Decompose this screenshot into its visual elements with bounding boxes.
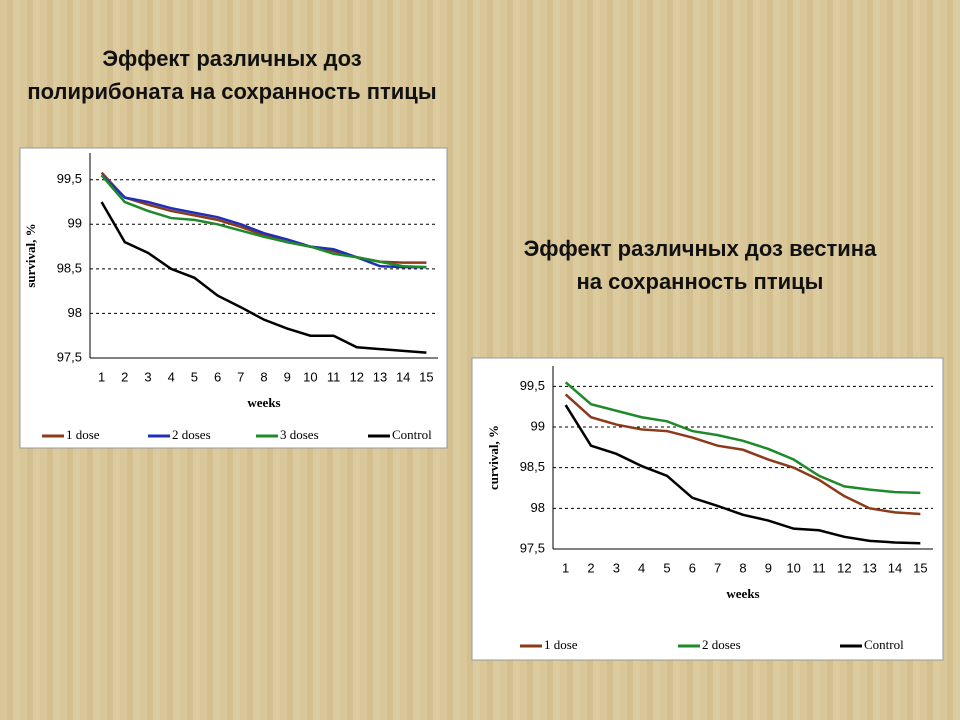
y-tick-label: 99,5 [57,171,82,186]
x-tick-label: 12 [350,369,364,384]
x-tick-label: 10 [303,369,317,384]
chart-frame [19,147,448,449]
x-tick-label: 9 [284,369,291,384]
series-line [564,381,921,495]
x-tick-label: 7 [714,560,721,575]
x-tick-label: 13 [373,369,387,384]
x-axis-label: weeks [726,586,759,601]
x-tick-label: 12 [837,560,851,575]
legend-label: Control [392,427,432,442]
y-axis-label: survival, % [23,223,38,287]
x-tick-label: 1 [562,560,569,575]
x-tick-label: 2 [587,560,594,575]
x-tick-label: 9 [765,560,772,575]
legend-label: 2 doses [702,637,741,652]
legend-label: 3 doses [280,427,319,442]
x-tick-label: 10 [786,560,800,575]
x-tick-label: 11 [812,560,826,575]
y-tick-label: 98 [531,500,545,515]
y-axis-label: curvival, % [486,425,501,490]
x-tick-label: 13 [862,560,876,575]
series-line [564,393,921,516]
legend-label: 2 doses [172,427,211,442]
x-tick-label: 11 [327,369,341,384]
y-tick-label: 98 [68,305,82,320]
chart-frame [471,357,944,661]
legend-label: Control [864,637,904,652]
y-tick-label: 99 [68,216,82,231]
chart-title: Эффект различных доз полирибоната на сох… [27,46,437,104]
x-tick-label: 8 [739,560,746,575]
y-tick-label: 98,5 [57,260,82,275]
legend-label: 1 dose [66,427,100,442]
x-tick-label: 6 [689,560,696,575]
x-tick-label: 15 [419,369,433,384]
x-tick-label: 15 [913,560,927,575]
y-tick-label: 99 [531,418,545,433]
x-tick-label: 6 [214,369,221,384]
y-tick-label: 97,5 [520,540,545,555]
chart-title: Эффект различных доз вестина на сохранно… [523,236,877,294]
series-line [564,404,921,545]
x-tick-label: 5 [191,369,198,384]
x-tick-label: 1 [98,369,105,384]
y-tick-label: 99,5 [520,378,545,393]
series-line [100,174,427,269]
y-tick-label: 97,5 [57,349,82,364]
series-line [100,174,427,269]
x-tick-label: 2 [121,369,128,384]
x-tick-label: 3 [613,560,620,575]
y-tick-label: 98,5 [520,459,545,474]
x-tick-label: 3 [144,369,151,384]
series-line [100,201,427,354]
legend-label: 1 dose [544,637,578,652]
x-tick-label: 4 [168,369,175,384]
x-tick-label: 14 [396,369,410,384]
x-tick-label: 8 [260,369,267,384]
x-axis-label: weeks [247,395,280,410]
x-tick-label: 4 [638,560,645,575]
x-tick-label: 14 [888,560,902,575]
x-tick-label: 7 [237,369,244,384]
x-tick-label: 5 [663,560,670,575]
